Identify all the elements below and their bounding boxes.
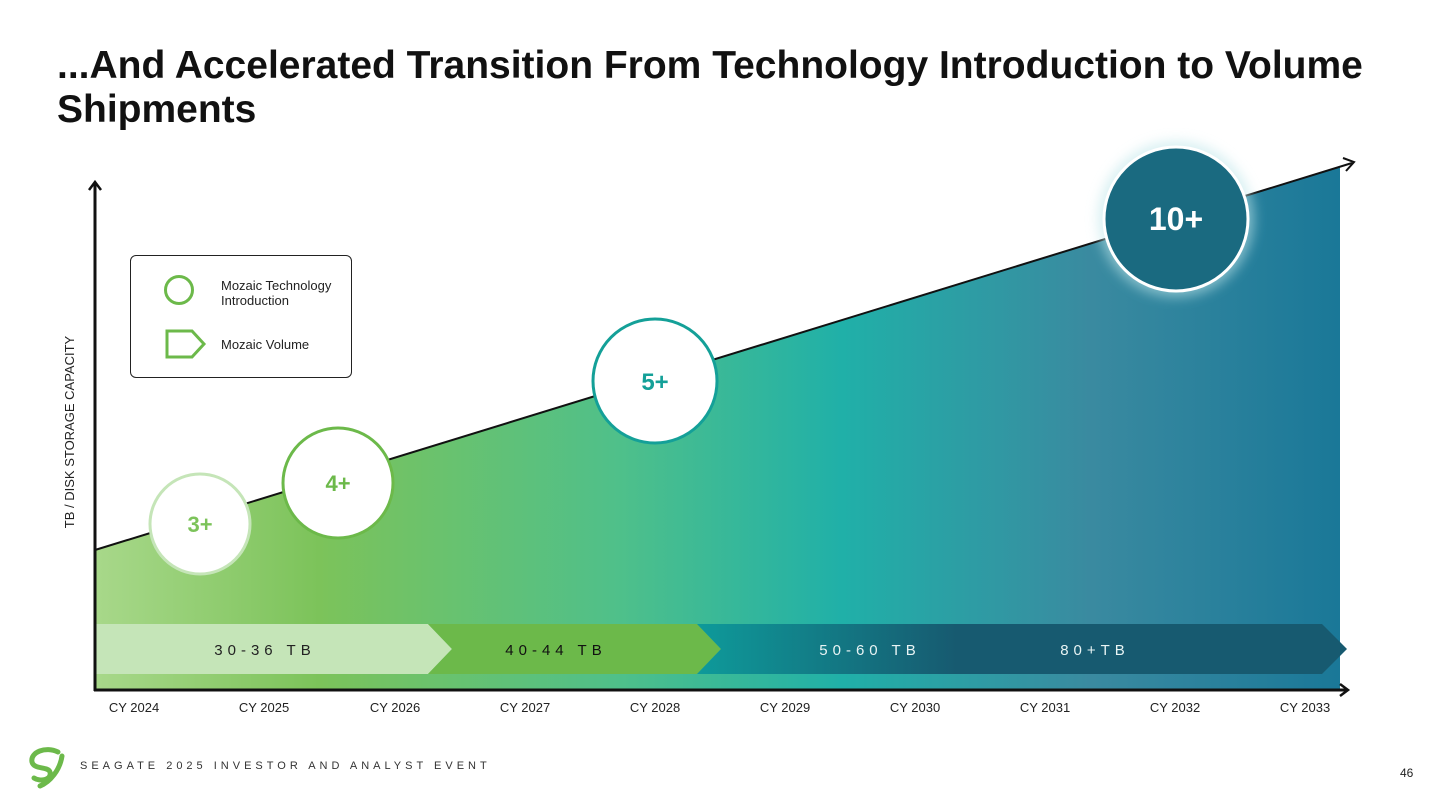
page-number: 46 bbox=[1400, 766, 1414, 780]
milestone-label: 10+ bbox=[1149, 201, 1203, 237]
volume-band-2 bbox=[428, 624, 721, 674]
y-axis-label: TB / DISK STORAGE CAPACITY bbox=[62, 335, 77, 528]
milestone-label: 5+ bbox=[641, 369, 668, 396]
x-tick-label: CY 2032 bbox=[1150, 700, 1200, 715]
x-tick-label: CY 2026 bbox=[370, 700, 420, 715]
seagate-logo bbox=[29, 747, 65, 789]
circle-outline-icon bbox=[164, 275, 194, 305]
x-tick-label: CY 2024 bbox=[109, 700, 159, 715]
pentagon-arrow-icon bbox=[165, 329, 207, 359]
legend-label: Mozaic Technology Introduction bbox=[221, 278, 332, 308]
x-tick-label: CY 2027 bbox=[500, 700, 550, 715]
x-axis-arrow-icon bbox=[1339, 683, 1351, 697]
y-axis-arrow-icon bbox=[88, 179, 102, 191]
band-label: 30-36 TB bbox=[214, 642, 315, 659]
x-tick-label: CY 2025 bbox=[239, 700, 289, 715]
milestone-4plus: 4+ bbox=[281, 426, 395, 540]
trend-arrow-icon bbox=[1342, 157, 1356, 172]
band-label: 80+TB bbox=[1060, 642, 1130, 659]
legend-label: Mozaic Volume bbox=[221, 337, 310, 352]
band-label: 50-60 TB bbox=[819, 642, 920, 659]
slide-title: ...And Accelerated Transition From Techn… bbox=[57, 44, 1363, 131]
milestone-5plus: 5+ bbox=[591, 317, 719, 445]
x-axis-ticks: CY 2024 CY 2025 CY 2026 CY 2027 CY 2028 … bbox=[109, 700, 1330, 715]
x-tick-label: CY 2030 bbox=[890, 700, 940, 715]
milestone-10plus: 10+ bbox=[1098, 141, 1254, 297]
milestone-3plus: 3+ bbox=[148, 472, 252, 576]
volume-band-3 bbox=[697, 624, 1347, 674]
milestone-label: 3+ bbox=[187, 512, 212, 537]
x-tick-label: CY 2031 bbox=[1020, 700, 1070, 715]
capacity-area bbox=[95, 166, 1340, 690]
x-tick-label: CY 2029 bbox=[760, 700, 810, 715]
volume-band-1 bbox=[95, 624, 452, 674]
x-tick-label: CY 2033 bbox=[1280, 700, 1330, 715]
milestone-label: 4+ bbox=[325, 471, 350, 496]
footer-event-name: SEAGATE 2025 INVESTOR AND ANALYST EVENT bbox=[80, 760, 491, 772]
x-tick-label: CY 2028 bbox=[630, 700, 680, 715]
legend: Mozaic Technology Introduction Mozaic Vo… bbox=[130, 255, 352, 378]
band-label: 40-44 TB bbox=[505, 642, 606, 659]
